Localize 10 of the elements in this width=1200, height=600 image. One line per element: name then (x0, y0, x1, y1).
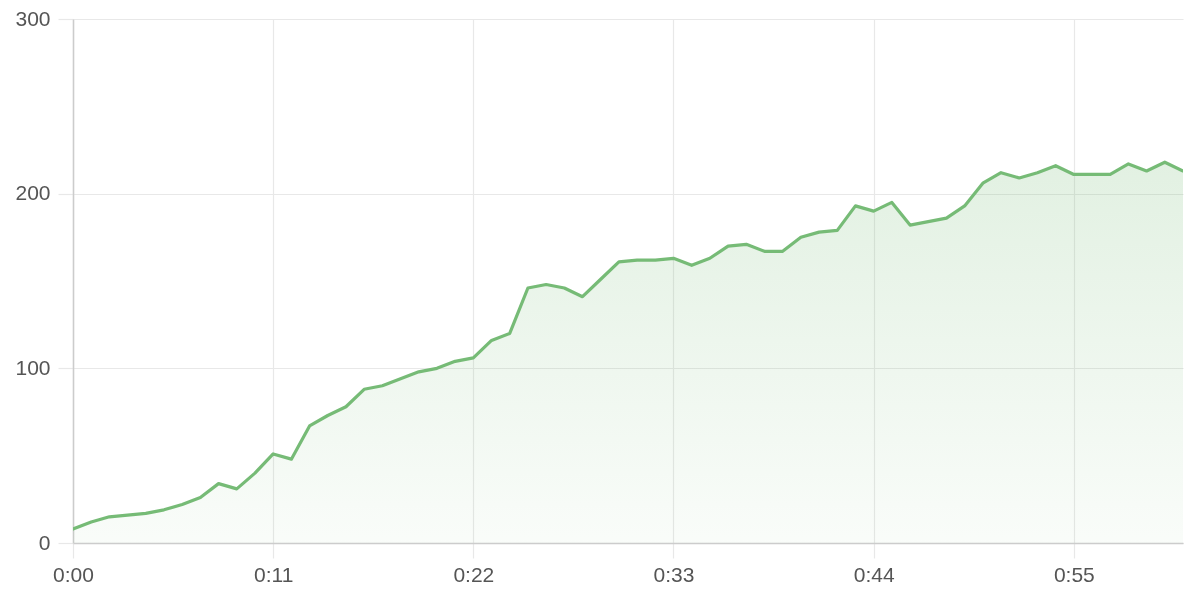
x-tick-label: 0:33 (653, 562, 695, 586)
y-tick-label: 0 (38, 530, 51, 554)
y-tick-label: 100 (15, 355, 51, 379)
y-tick-label: 200 (15, 181, 51, 205)
x-tick-label: 0:11 (254, 562, 294, 586)
y-tick-label: 300 (15, 6, 51, 30)
x-tick-label: 0:00 (53, 562, 94, 586)
x-tick-label: 0:55 (1053, 562, 1095, 586)
x-tick-label: 0:44 (853, 562, 895, 586)
x-tick-label: 0:22 (453, 562, 495, 586)
